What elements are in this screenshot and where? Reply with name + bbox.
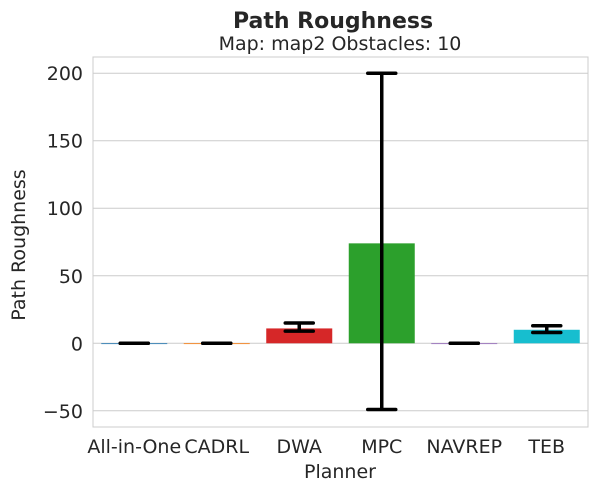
y-tick-label: 100 (47, 198, 83, 220)
y-tick-label: 0 (71, 333, 83, 355)
plot-frame (92, 56, 589, 428)
x-tick-label: CADRL (184, 436, 249, 458)
y-tick-label: 50 (59, 266, 83, 288)
y-tick-label: 150 (47, 131, 83, 153)
bar (266, 328, 333, 344)
y-axis-label: Path Roughness (8, 169, 30, 320)
y-tick-label: 200 (47, 63, 83, 85)
x-tick-label: All-in-One (87, 436, 181, 458)
x-tick-label: DWA (277, 436, 322, 458)
chart-title: Path Roughness (233, 9, 433, 34)
x-tick-label: TEB (527, 436, 565, 458)
x-tick-label: NAVREP (426, 436, 502, 458)
plot-area: −50 0 50 100 150 200 All-in-One CADRL DWA MPC NAVR… (43, 56, 589, 458)
plot-background (93, 57, 588, 427)
bar (513, 329, 580, 344)
chart-subtitle: Map: map2 Obstacles: 10 (219, 33, 462, 55)
x-axis-label: Planner (304, 461, 376, 483)
y-tick-label: −50 (43, 401, 83, 423)
x-tick-label: MPC (361, 436, 402, 458)
